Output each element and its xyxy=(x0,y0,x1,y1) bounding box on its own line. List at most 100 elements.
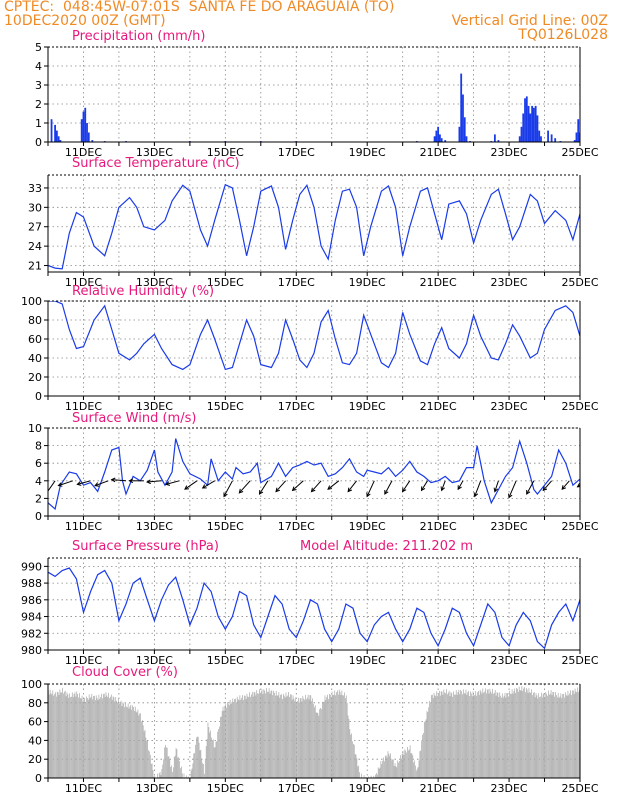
cloud-bar xyxy=(321,701,323,778)
cloud-bar xyxy=(391,760,392,778)
cloud-bar xyxy=(278,692,280,778)
cloud-bar xyxy=(285,692,287,778)
cloud-bar xyxy=(245,699,247,778)
cloud-bar xyxy=(307,694,309,778)
wind-xtick-label: 19DEC xyxy=(349,520,386,533)
cloud-bar xyxy=(479,689,481,778)
wind-vector xyxy=(366,480,375,497)
precip-bar xyxy=(493,134,496,142)
pres-ytick-label: 982 xyxy=(21,627,42,640)
cloud-bar xyxy=(204,759,206,778)
wind-vector xyxy=(494,480,499,492)
pres-xtick-label: 15DEC xyxy=(207,654,244,667)
precip-bar xyxy=(439,134,441,142)
cloud-bar xyxy=(228,705,230,778)
cloud-bar xyxy=(251,691,253,778)
cloud-bar xyxy=(120,700,122,778)
cloud-bar xyxy=(552,692,554,778)
cloud-bar xyxy=(217,731,219,778)
cloud-bar xyxy=(54,694,55,778)
cloud-bar xyxy=(126,707,128,778)
wind-arrowhead xyxy=(94,482,100,487)
cloud-xtick-label: 23DEC xyxy=(491,782,528,795)
cloud-bar xyxy=(221,711,223,778)
wind-xtick-label: 25DEC xyxy=(561,520,598,533)
cloud-bar xyxy=(197,736,199,778)
precip-bar xyxy=(532,107,535,142)
cloud-bar xyxy=(600,694,601,778)
cloud-bar xyxy=(507,693,509,778)
cloud-bar xyxy=(398,762,399,778)
cloud-bar xyxy=(59,689,61,778)
cloud-bar xyxy=(416,768,418,778)
temp-ytick-label: 24 xyxy=(28,240,42,253)
cloud-bar xyxy=(516,688,517,778)
cloud-bar xyxy=(209,732,211,778)
cloud-bar xyxy=(549,693,551,778)
cloud-bar xyxy=(291,699,293,778)
cloud-bar xyxy=(296,702,297,778)
cloud-bar xyxy=(290,694,292,778)
cloud-bar xyxy=(180,768,181,778)
cloud-bar xyxy=(77,693,78,778)
cloud-bar xyxy=(250,696,251,778)
cloud-bar xyxy=(517,688,518,778)
cloud-bar xyxy=(384,761,385,778)
cloud-bar xyxy=(313,703,314,778)
cloud-bar xyxy=(540,692,542,778)
cloud-bar xyxy=(389,755,391,778)
cloud-bar xyxy=(181,766,182,778)
precip-bar xyxy=(57,136,60,142)
cloud-bar xyxy=(570,690,571,778)
cloud-bar xyxy=(451,693,453,778)
cloud-bar xyxy=(193,753,195,778)
wind-xtick-label: 15DEC xyxy=(207,520,244,533)
precip-bar xyxy=(497,140,500,142)
cloud-bar xyxy=(335,695,336,778)
cloud-bar xyxy=(198,742,200,778)
cloud-bar xyxy=(452,696,454,778)
rh-ytick-label: 40 xyxy=(28,352,42,365)
cloud-bar xyxy=(589,692,590,778)
cloud-bar xyxy=(488,693,490,778)
cloud-bar xyxy=(583,690,584,778)
pres-panel: 980 982 984 986 988 990 11DEC 13DEC 15DEC 17DEC 19… xyxy=(21,539,599,667)
cloud-bar xyxy=(354,754,356,778)
cloud-bar xyxy=(106,695,108,778)
cloud-bar xyxy=(242,695,243,778)
cloud-bar xyxy=(111,699,113,778)
cloud-bar xyxy=(492,688,493,778)
cloud-bar xyxy=(94,700,96,778)
cloud-bar xyxy=(491,693,493,778)
cloud-bar xyxy=(227,704,229,778)
temp-xtick-label: 15DEC xyxy=(207,276,244,289)
cloud-bar xyxy=(413,762,415,778)
cloud-bar xyxy=(521,686,523,778)
cloud-bar xyxy=(427,712,429,778)
cloud-bar xyxy=(547,695,548,778)
wind-line xyxy=(48,438,580,511)
wind-ytick-label: 8 xyxy=(35,440,42,453)
cloud-bar xyxy=(486,689,488,778)
wind-arrowhead xyxy=(258,489,264,495)
cloud-bar xyxy=(298,702,300,778)
cloud-bar xyxy=(600,689,601,778)
cloud-bar xyxy=(461,691,462,778)
precip-xtick-label: 23DEC xyxy=(491,146,528,159)
cloud-bar xyxy=(543,692,545,778)
wind-arrowhead xyxy=(76,481,82,486)
cloud-bar xyxy=(496,692,498,778)
cloud-bar xyxy=(114,701,116,778)
cloud-bar xyxy=(511,689,513,778)
cloud-bar xyxy=(118,698,119,778)
precip-ytick-label: 5 xyxy=(35,41,42,54)
cloud-bar xyxy=(489,688,491,778)
cloud-bar xyxy=(536,695,538,778)
wind-arrowhead xyxy=(347,487,353,493)
cloud-bar xyxy=(368,776,369,778)
cloud-bar xyxy=(312,698,313,778)
cloud-bar xyxy=(261,689,263,778)
cloud-bar xyxy=(224,705,226,778)
cloud-bar xyxy=(117,702,118,778)
